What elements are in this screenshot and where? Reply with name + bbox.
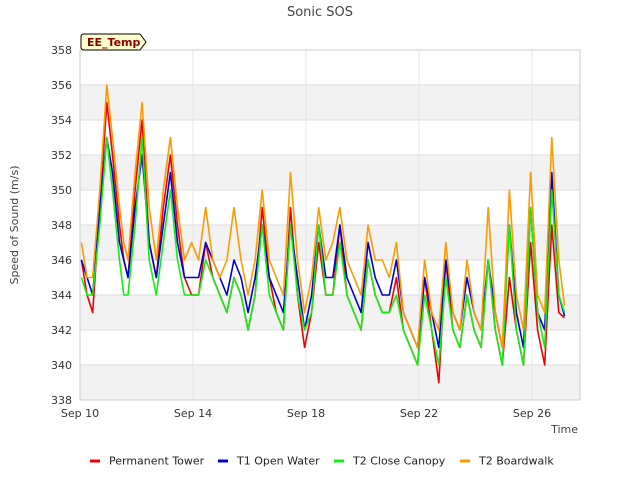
legend-item: T2 Close Canopy [334,455,446,468]
y-tick-label: 344 [51,289,72,302]
y-tick-label: 338 [51,394,72,407]
y-tick-label: 350 [51,184,72,197]
plot-band [80,155,580,190]
y-tick-label: 356 [51,79,72,92]
y-tick-label: 348 [51,219,72,232]
badge-shape [80,33,147,51]
legend-item: T1 Open Water [218,455,320,468]
legend: Permanent Tower T1 Open Water T2 Close Can… [90,455,554,468]
legend-item: Permanent Tower [90,455,205,468]
plot-band [80,295,580,330]
y-tick-label: 340 [51,359,72,372]
y-tick-label: 354 [51,114,72,127]
x-tick-label: Sep 18 [287,407,325,420]
legend-label: T1 Open Water [236,455,320,468]
plot-band [80,365,580,400]
legend-label: T2 Close Canopy [352,455,446,468]
y-tick-label: 352 [51,149,72,162]
series-line-3 [80,84,566,349]
x-tick-labels: Sep 10 Sep 14 Sep 18 Sep 22 Sep 26 [61,407,551,420]
y-tick-label: 358 [51,44,72,57]
x-tick-label: Sep 14 [174,407,212,420]
legend-item: T2 Boardwalk [460,455,554,468]
y-tick-labels: 338 340 342 344 346 348 350 352 354 356 358 [51,44,72,407]
x-tick-label: Sep 26 [513,407,551,420]
legend-label: T2 Boardwalk [478,455,554,468]
legend-label: Permanent Tower [109,455,205,468]
ee-temp-badge: EE_Temp [80,33,147,51]
y-axis-label: Speed of Sound (m/s) [8,166,21,285]
series-line-2 [80,136,566,366]
badge-label: EE_Temp [87,36,140,49]
series-lines [80,84,566,384]
plot-border [79,49,581,401]
plot-band [80,85,580,120]
y-tick-label: 342 [51,324,72,337]
chart-title: Sonic SOS [287,5,353,20]
x-tick-label: Sep 22 [400,407,438,420]
y-tick-label: 346 [51,254,72,267]
x-tick-label: Sep 10 [61,407,99,420]
x-axis-label: Time [550,423,578,436]
